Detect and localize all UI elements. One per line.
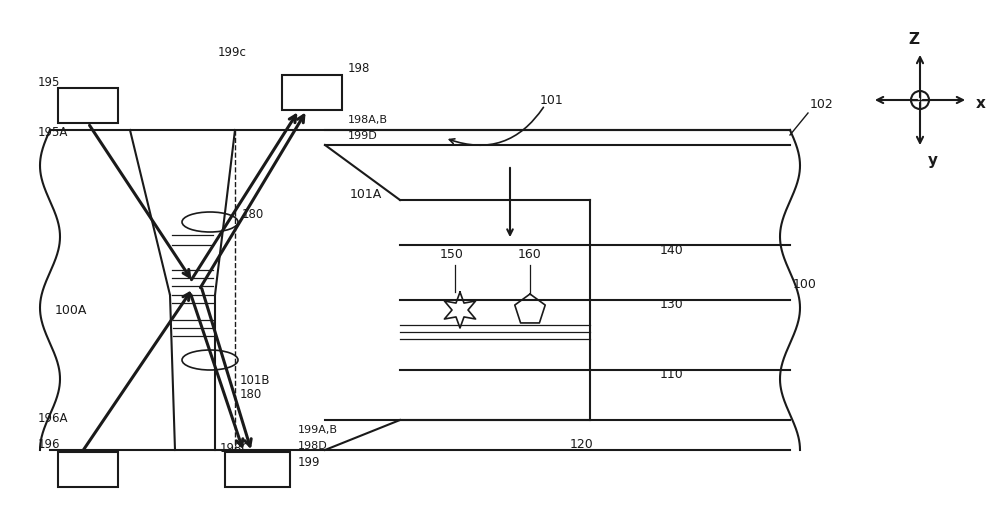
Text: 102: 102 [810, 98, 834, 111]
Text: 195: 195 [38, 75, 60, 88]
Text: 199: 199 [298, 456, 320, 469]
Text: 199D: 199D [348, 131, 378, 141]
Text: 130: 130 [660, 298, 684, 311]
Text: 180: 180 [242, 209, 264, 222]
Text: 196: 196 [38, 438, 60, 451]
Text: 198D: 198D [298, 441, 328, 451]
Text: 196A: 196A [38, 411, 68, 424]
Text: 160: 160 [518, 249, 542, 262]
Bar [58, 88, 118, 123]
Text: x: x [976, 97, 986, 111]
Text: 100: 100 [793, 279, 817, 292]
Text: Z: Z [908, 32, 920, 47]
Text: 110: 110 [660, 369, 684, 382]
Text: 120: 120 [570, 438, 594, 451]
Text: 195A: 195A [38, 125, 68, 138]
Text: 150: 150 [440, 249, 464, 262]
Text: 198C: 198C [220, 441, 251, 454]
Text: 180: 180 [240, 388, 262, 401]
Text: y: y [928, 152, 938, 167]
Text: 199c: 199c [218, 45, 247, 58]
Bar [225, 452, 290, 487]
Text: 101: 101 [540, 94, 564, 107]
Text: 101B: 101B [240, 373, 270, 386]
Text: 140: 140 [660, 243, 684, 256]
Text: 198A,B: 198A,B [348, 115, 388, 125]
Text: 198: 198 [348, 61, 370, 74]
Text: 199A,B: 199A,B [298, 425, 338, 435]
Bar [282, 75, 342, 110]
Bar [58, 452, 118, 487]
Text: 100A: 100A [55, 304, 87, 317]
Text: 101A: 101A [350, 188, 382, 201]
